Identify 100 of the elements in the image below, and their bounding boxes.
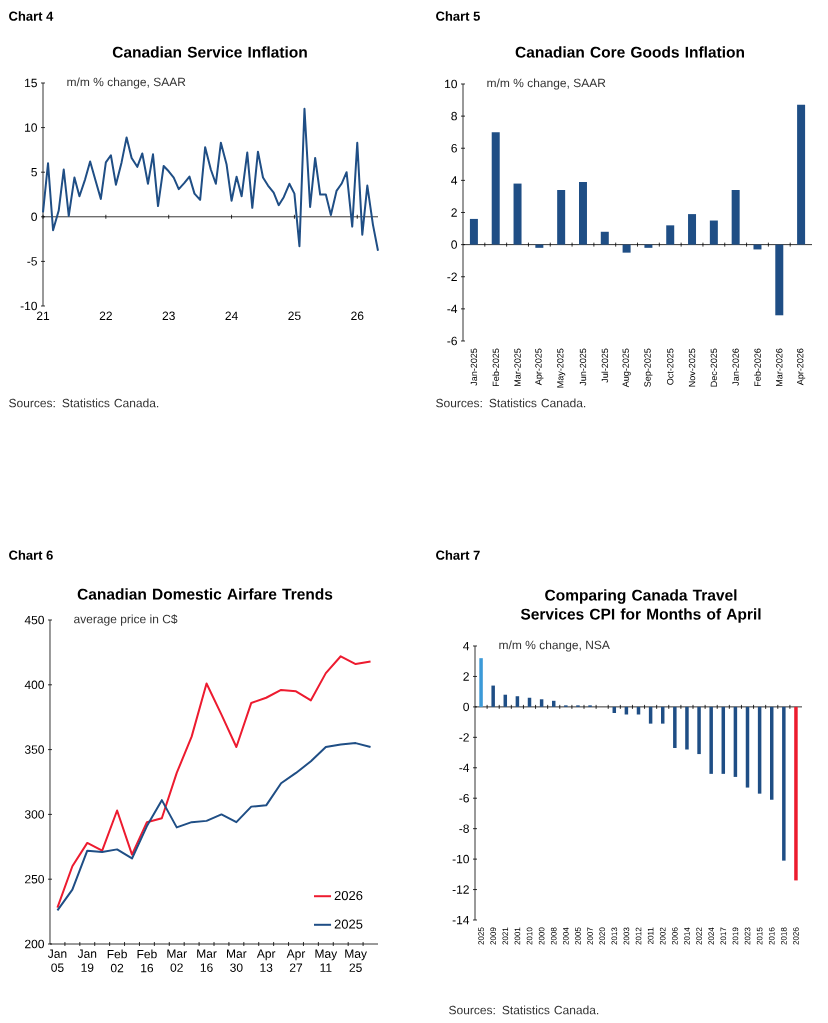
x-tick-label: 2020	[599, 927, 605, 945]
x-tick-label: Apr-2026	[797, 348, 806, 386]
caption: Chart 6	[9, 550, 53, 560]
source-note: Sources: Statistics Canada.	[436, 398, 586, 408]
y-tick-label: 2	[451, 208, 457, 217]
x-tick-label: 23	[162, 311, 175, 321]
chart-title: Canadian Core Goods Inflation	[515, 46, 744, 58]
x-tick-label: Apr-2025	[535, 348, 544, 386]
x-tick-label: Jan 05	[47, 949, 67, 972]
x-tick-label: Mar-2025	[514, 348, 521, 386]
y-tick-label: 0	[463, 702, 470, 712]
x-tick-label: 2003	[623, 927, 630, 945]
x-tick-label: 2025	[478, 927, 484, 945]
y-tick-label: 6	[451, 144, 457, 153]
x-tick-label: Oct-2025	[667, 348, 674, 385]
y-tick-label: 8	[451, 111, 457, 121]
x-tick-label: 22	[99, 311, 112, 320]
x-tick-label: 2000	[538, 927, 545, 945]
chart-title: Comparing Canada Travel Services CPI for Months of April	[520, 589, 761, 623]
y-tick-label: 300	[24, 810, 44, 819]
y-tick-label: 350	[24, 745, 44, 754]
y-tick-label: -5	[27, 257, 37, 266]
y-axis-title: m/m % change, SAAR	[487, 78, 606, 90]
y-tick-label: -10	[452, 854, 469, 864]
x-tick-label: Mar-2026	[776, 348, 783, 386]
bar	[578, 181, 587, 245]
x-tick-label: 26	[351, 311, 364, 321]
bar	[797, 104, 806, 245]
y-tick-label: 450	[24, 615, 44, 625]
bar	[666, 225, 675, 245]
x-tick-label: 2005	[575, 927, 581, 945]
x-tick-label: 2007	[587, 927, 593, 945]
y-tick-label: -4	[459, 763, 470, 772]
x-tick-label: 21	[36, 311, 50, 320]
x-tick-label: 2001	[514, 927, 521, 945]
bar	[479, 658, 483, 707]
y-tick-label: 15	[25, 78, 37, 88]
x-tick-label: Aug-2025	[622, 348, 631, 388]
x-tick-label: Jul-2025	[601, 348, 609, 383]
caption: Chart 7	[436, 550, 480, 560]
x-tick-label: 2010	[526, 927, 533, 945]
y-tick-label: 4	[451, 176, 458, 185]
bar	[513, 183, 522, 245]
y-tick-label: 2	[463, 672, 469, 681]
line-series	[56, 742, 372, 912]
x-tick-label: 2004	[563, 927, 569, 945]
x-tick-label: 2019	[732, 927, 739, 945]
bar	[644, 244, 653, 248]
x-tick-label: 2013	[611, 927, 618, 945]
x-tick-label: Feb 02	[107, 949, 127, 973]
bar	[491, 132, 500, 245]
y-tick-label: 200	[25, 939, 44, 949]
bar	[697, 706, 701, 755]
bar	[535, 244, 544, 248]
legend-label: 2025	[334, 919, 363, 929]
y-tick-label: -2	[459, 733, 469, 742]
x-tick-label: Mar 30	[227, 949, 247, 972]
x-tick-label: Feb-2026	[754, 348, 761, 386]
y-tick-label: -10	[20, 301, 37, 311]
x-tick-label: 2018	[781, 927, 787, 945]
x-tick-label: 2006	[672, 927, 678, 945]
bar	[688, 214, 697, 245]
y-tick-label: -6	[447, 336, 457, 346]
caption: Chart 4	[9, 11, 54, 21]
y-axis-title: m/m % change, SAAR	[67, 77, 186, 89]
y-tick-label: -6	[459, 793, 469, 803]
y-tick-label: -2	[447, 272, 457, 281]
x-tick-label: 2014	[684, 927, 690, 945]
bar	[775, 244, 784, 316]
x-tick-label: 2017	[720, 927, 727, 945]
x-tick-label: 2023	[744, 927, 751, 945]
y-axis-title: m/m % change, NSA	[499, 640, 610, 652]
x-tick-label: Jan 19	[77, 949, 97, 972]
chart-title: Canadian Domestic Airfare Trends	[77, 588, 333, 600]
bar	[685, 706, 689, 750]
x-tick-label: Dec-2025	[710, 348, 718, 387]
y-tick-label: 0	[31, 212, 37, 222]
x-tick-label: Sep-2025	[644, 348, 653, 387]
y-tick-label: -8	[459, 824, 469, 833]
x-tick-label: Feb 16	[137, 949, 157, 973]
x-tick-label: May-2025	[557, 348, 566, 388]
bar	[557, 190, 566, 245]
legend-label: 2026	[334, 890, 363, 901]
bar	[794, 706, 798, 881]
line-series	[56, 655, 372, 909]
y-tick-label: -12	[452, 885, 469, 894]
line-series	[42, 107, 379, 252]
bar	[600, 231, 609, 245]
x-tick-label: 2002	[659, 927, 666, 945]
x-tick-label: Mar 02	[167, 949, 187, 972]
chart-title: Canadian Service Inflation	[112, 46, 307, 58]
x-tick-label: 2012	[635, 927, 642, 945]
y-tick-label: 5	[31, 168, 37, 177]
x-tick-label: May 11	[315, 949, 338, 972]
y-tick-label: 10	[445, 79, 458, 89]
x-tick-label: 2008	[550, 927, 557, 945]
bar	[469, 218, 478, 245]
bar	[491, 685, 495, 707]
source-note: Sources: Statistics Canada.	[9, 398, 159, 408]
x-tick-label: 24	[225, 311, 238, 320]
